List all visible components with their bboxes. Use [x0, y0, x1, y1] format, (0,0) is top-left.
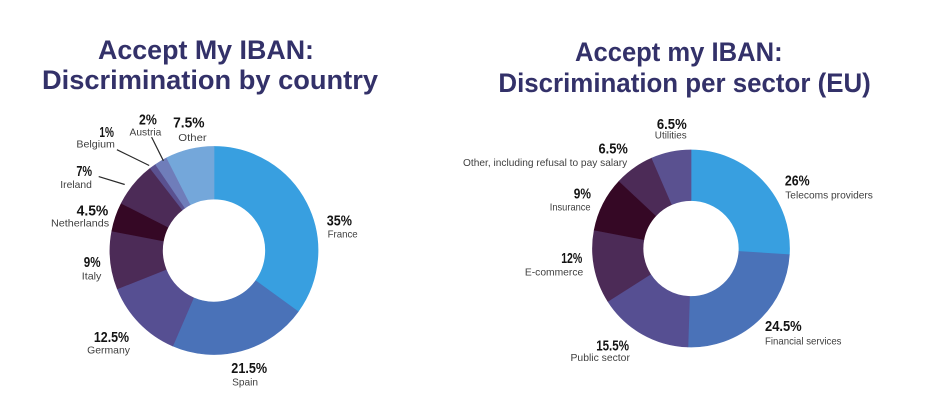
svg-text:Financial services: Financial services — [765, 335, 842, 347]
svg-text:Utilities: Utilities — [655, 130, 687, 142]
svg-text:Telecoms providers: Telecoms providers — [785, 190, 873, 202]
svg-text:4.5%: 4.5% — [77, 203, 109, 220]
svg-text:Accept My IBAN:: Accept My IBAN: — [98, 35, 314, 65]
svg-text:Belgium: Belgium — [76, 139, 115, 151]
svg-text:Italy: Italy — [82, 271, 102, 283]
svg-text:Discrimination by country: Discrimination by country — [42, 65, 378, 95]
svg-text:15.5%: 15.5% — [596, 337, 629, 354]
svg-text:24.5%: 24.5% — [765, 318, 802, 335]
svg-text:Spain: Spain — [232, 376, 258, 388]
svg-text:12.5%: 12.5% — [94, 329, 130, 346]
svg-text:9%: 9% — [574, 185, 592, 202]
svg-text:9%: 9% — [84, 254, 101, 271]
svg-text:France: France — [328, 229, 358, 241]
svg-text:Other, including refusal to pa: Other, including refusal to pay salary — [463, 157, 628, 169]
svg-text:12%: 12% — [561, 250, 582, 267]
svg-text:7%: 7% — [76, 163, 92, 180]
svg-text:Accept my IBAN:: Accept my IBAN: — [575, 37, 783, 67]
svg-text:Austria: Austria — [130, 126, 162, 138]
svg-text:6.5%: 6.5% — [599, 141, 629, 158]
svg-text:21.5%: 21.5% — [231, 360, 267, 377]
svg-text:6.5%: 6.5% — [657, 116, 687, 133]
svg-text:Germany: Germany — [87, 344, 131, 356]
svg-text:Netherlands: Netherlands — [51, 217, 109, 229]
svg-text:7.5%: 7.5% — [173, 115, 205, 132]
svg-text:26%: 26% — [785, 173, 810, 190]
svg-text:E-commerce: E-commerce — [525, 267, 583, 279]
svg-text:2%: 2% — [139, 112, 157, 129]
svg-text:Insurance: Insurance — [550, 201, 591, 213]
svg-text:Discrimination per sector (EU): Discrimination per sector (EU) — [498, 68, 870, 98]
svg-text:Public sector: Public sector — [571, 352, 631, 364]
svg-text:Other: Other — [178, 132, 207, 144]
svg-text:Ireland: Ireland — [60, 179, 92, 191]
svg-text:1%: 1% — [99, 124, 114, 141]
svg-text:35%: 35% — [327, 213, 353, 230]
